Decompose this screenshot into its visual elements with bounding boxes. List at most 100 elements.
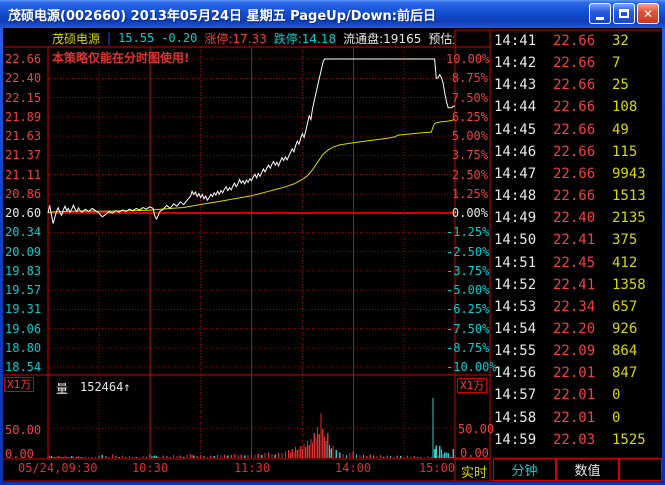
close-button[interactable]: ✕ [637, 3, 659, 24]
price-tick-label: 21.63 [5, 129, 42, 143]
price-tick-label: 22.40 [5, 71, 42, 86]
minute-row-price: 22.66 [553, 188, 596, 205]
minute-row-time: 14:47 [494, 165, 537, 182]
volume-axis-left-50: 50.00 [5, 423, 42, 437]
minute-row-volume: 49 [612, 121, 629, 138]
minute-row-time: 14:48 [494, 188, 537, 205]
minute-row-price: 22.66 [553, 121, 596, 138]
minute-row-time: 14:42 [494, 55, 537, 72]
info-divider: | [107, 31, 112, 45]
time-label-1030: 10:30 [131, 461, 169, 475]
minute-row-time: 14:49 [494, 210, 537, 227]
percent-tick-label: 5.00% [451, 129, 488, 143]
minute-row-volume: 115 [612, 143, 638, 160]
percent-tick-label: -6.25% [446, 302, 490, 317]
minute-row-time: 14:45 [494, 121, 537, 138]
minute-row-volume: 1358 [612, 276, 646, 293]
minute-row-volume: 32 [612, 33, 629, 49]
window-title: 茂硕电源(002660) 2013年05月24日 星期五 PageUp/Down… [8, 8, 436, 24]
minimize-icon [596, 16, 604, 20]
window-controls: ✕ [589, 3, 659, 24]
time-label-0930: 05/24,09:30 [18, 461, 98, 475]
minute-row-price: 22.01 [553, 387, 596, 404]
minute-row-price: 22.66 [553, 165, 596, 182]
price-tick-label: 21.11 [5, 167, 42, 182]
stock-name: 茂硕电源 [52, 31, 101, 46]
price-tick-label: 20.86 [5, 186, 42, 201]
percent-tick-label: 1.25% [451, 186, 488, 201]
percent-tick-label: 0.00% [451, 206, 488, 220]
minute-row-price: 22.40 [553, 210, 596, 227]
minute-row-price: 22.66 [553, 99, 596, 116]
minute-row-volume: 2135 [612, 210, 646, 227]
strategy-note: 本策略仅能在分时图使用! [52, 51, 190, 65]
title-bar[interactable]: 茂硕电源(002660) 2013年05月24日 星期五 PageUp/Down… [0, 0, 665, 28]
percent-tick-label: -5.00% [446, 283, 490, 297]
volume-readout-value: 152464↑ [80, 380, 131, 394]
minute-row-time: 14:58 [494, 409, 537, 426]
minute-row-volume: 864 [612, 343, 638, 360]
limit-down-value: 跌停:14.18 [273, 31, 337, 46]
percent-tick-label: 2.50% [451, 167, 488, 182]
price-tick-label: 21.89 [5, 109, 42, 124]
tab-realtime[interactable]: 实时 [461, 466, 488, 481]
minute-row-time: 14:54 [494, 320, 537, 337]
time-label-1400: 14:00 [334, 461, 372, 475]
minute-row-time: 14:41 [494, 33, 537, 49]
volume-axis-right-50: 50.00 [458, 422, 495, 436]
minute-row-volume: 0 [612, 409, 621, 426]
estimated-volume: 预估量:69808 [428, 31, 454, 46]
maximize-button[interactable] [613, 3, 635, 24]
minute-row-volume: 0 [612, 387, 621, 404]
minute-row-price: 22.01 [553, 409, 596, 426]
close-icon: ✕ [642, 6, 654, 21]
price-tick-label: 19.31 [5, 302, 42, 317]
tab-numeric[interactable]: 数值 [556, 458, 619, 481]
minute-row-price: 22.66 [553, 77, 596, 94]
percent-tick-label: 6.25% [451, 109, 488, 124]
percent-tick-label: 10.00% [446, 52, 490, 66]
minute-row-time: 14:55 [494, 343, 537, 360]
percent-tick-label: -10.00% [446, 360, 497, 374]
tab-minute[interactable]: 分钟 [493, 458, 556, 481]
percent-tick-label: -8.75% [446, 340, 490, 355]
minute-row-volume: 108 [612, 99, 638, 116]
minute-row-time: 14:46 [494, 143, 537, 160]
minute-row-time: 14:51 [494, 254, 537, 271]
minute-row-price: 22.66 [553, 55, 596, 72]
volume-unit-right: X1万 [457, 378, 488, 393]
minute-row-volume: 926 [612, 320, 638, 337]
minute-row-time: 14:52 [494, 276, 537, 293]
minute-row-volume: 1513 [612, 188, 646, 205]
price-tick-label: 22.66 [5, 52, 42, 66]
price-tick-label: 19.57 [5, 283, 42, 297]
minute-row-price: 22.66 [553, 143, 596, 160]
minute-row-volume: 657 [612, 298, 638, 315]
minute-row-price: 22.41 [553, 276, 596, 293]
float-shares: 流通盘:19165 [343, 31, 422, 46]
percent-tick-label: 7.50% [451, 90, 488, 105]
price-tick-label: 21.37 [5, 148, 42, 163]
minute-row-price: 22.03 [553, 431, 596, 448]
quote-info-bar: 茂硕电源 | 15.55 -0.20 涨停:17.33 跌停:14.18 流通盘… [52, 30, 454, 46]
price-tick-label: 18.54 [5, 360, 42, 374]
price-change: -0.20 [161, 31, 198, 45]
minimize-button[interactable] [589, 3, 611, 24]
minute-row-price: 22.20 [553, 320, 596, 337]
minute-row-time: 14:53 [494, 298, 537, 315]
minute-row-volume: 25 [612, 77, 629, 94]
volume-axis-right-0: 0.00 [460, 446, 489, 460]
minute-row-time: 14:59 [494, 431, 537, 448]
price-tick-label: 22.15 [5, 90, 42, 105]
price-tick-label: 20.60 [5, 206, 42, 220]
minute-row-time: 14:57 [494, 387, 537, 404]
percent-tick-label: -7.50% [446, 321, 490, 336]
minute-row-price: 22.45 [553, 254, 596, 271]
minute-row-price: 22.34 [553, 298, 596, 315]
minute-row-time: 14:50 [494, 232, 537, 249]
minute-row-time: 14:43 [494, 77, 537, 94]
time-label-1500: 15:00 [418, 461, 456, 475]
minute-row-price: 22.01 [553, 365, 596, 382]
price-tick-label: 20.09 [5, 244, 42, 259]
